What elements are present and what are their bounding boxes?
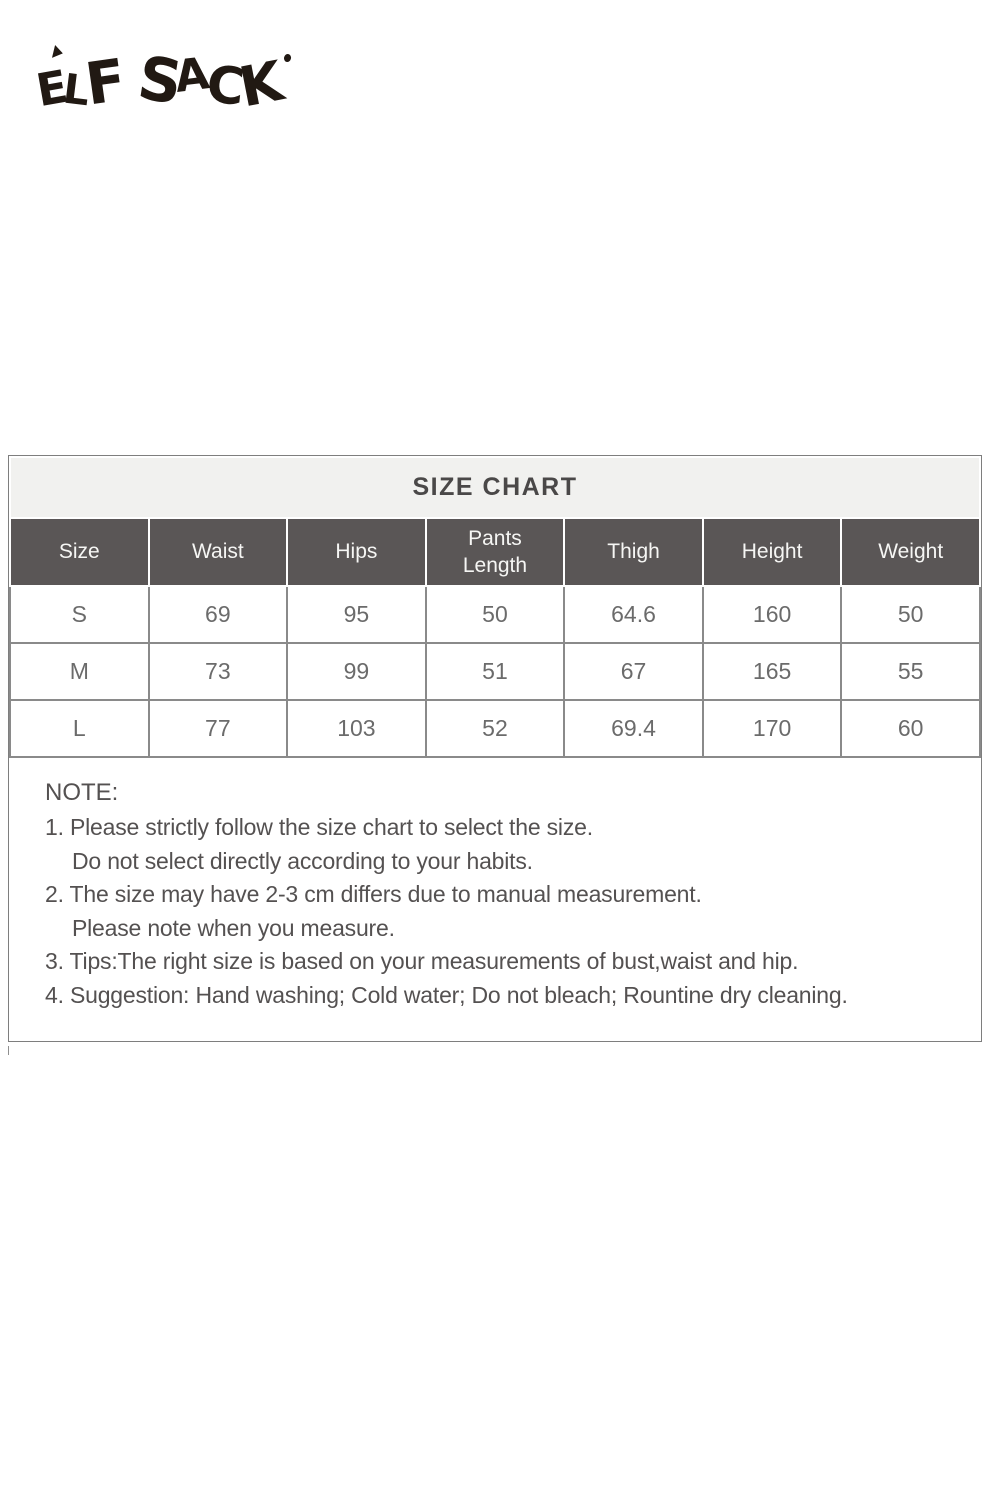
- table-cell: 55: [840, 642, 981, 701]
- table-cell: 77: [147, 699, 289, 758]
- column-header-height: Height: [701, 517, 843, 587]
- column-header-thigh: Thigh: [563, 517, 704, 587]
- size-cell: S: [9, 585, 150, 644]
- table-cell: 67: [563, 642, 704, 701]
- note-line: Please note when you measure.: [72, 914, 395, 941]
- brand-logo: E L F S A C K: [32, 40, 292, 128]
- size-cell: M: [9, 642, 150, 701]
- table-cell: 60: [840, 699, 981, 758]
- size-chart-title: SIZE CHART: [9, 456, 981, 519]
- table-cell: 50: [424, 585, 566, 644]
- size-cell: L: [9, 699, 150, 758]
- column-header-size: Size: [9, 517, 150, 587]
- note-line: Do not select directly according to your…: [72, 847, 533, 874]
- table-cell: 50: [840, 585, 981, 644]
- table-cell: 95: [286, 585, 427, 644]
- table-row-size-l: L 77 103 52 69.4 170 60: [9, 699, 981, 758]
- column-header-hips: Hips: [286, 517, 427, 587]
- column-header-weight: Weight: [840, 517, 981, 587]
- table-cell: 170: [701, 699, 843, 758]
- table-cell: 165: [701, 642, 843, 701]
- logo-letter: F: [81, 45, 130, 119]
- next-box-edge: [8, 1046, 9, 1055]
- note-heading: NOTE:: [45, 779, 119, 806]
- note-line: 2. The size may have 2-3 cm differs due …: [45, 881, 702, 907]
- table-cell: 51: [424, 642, 566, 701]
- column-header-waist: Waist: [147, 517, 289, 587]
- logo-accent-mark: [46, 45, 66, 60]
- table-cell: 52: [424, 699, 566, 758]
- table-cell: 160: [701, 585, 843, 644]
- note-line: 3. Tips:The right size is based on your …: [45, 948, 799, 974]
- logo-letter: K: [234, 48, 289, 119]
- title-row: SIZE CHART: [9, 456, 981, 519]
- table-row-size-s: S 69 95 50 64.6 160 50: [9, 585, 981, 644]
- logo-dot-mark: [282, 53, 292, 63]
- table-cell: 103: [286, 699, 427, 758]
- size-chart-panel: SIZE CHART Size Waist Hips Pants Length …: [8, 455, 982, 1042]
- header-row: Size Waist Hips Pants Length Thigh Heigh…: [9, 517, 981, 587]
- table-cell: 69: [147, 585, 289, 644]
- note-line: 1. Please strictly follow the size chart…: [45, 814, 593, 840]
- table-row-size-m: M 73 99 51 67 165 55: [9, 642, 981, 701]
- column-header-pants-length: Pants Length: [424, 517, 566, 587]
- size-chart-table: SIZE CHART Size Waist Hips Pants Length …: [9, 456, 981, 758]
- table-cell: 69.4: [563, 699, 704, 758]
- note-line: 4. Suggestion: Hand washing; Cold water;…: [45, 981, 848, 1008]
- table-cell: 73: [147, 642, 289, 701]
- table-cell: 99: [286, 642, 427, 701]
- table-cell: 64.6: [563, 585, 704, 644]
- note-section: NOTE: 1. Please strictly follow the size…: [9, 758, 981, 1041]
